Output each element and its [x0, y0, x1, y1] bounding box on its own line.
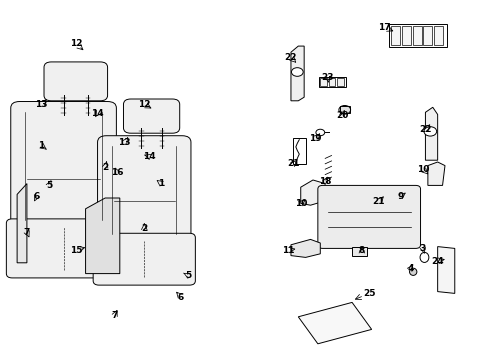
Polygon shape [290, 46, 304, 101]
Text: 12: 12 [69, 39, 82, 48]
Text: 6: 6 [34, 192, 40, 201]
Text: 17: 17 [377, 23, 389, 32]
Text: 22: 22 [284, 53, 297, 62]
Text: 7: 7 [111, 310, 118, 320]
FancyBboxPatch shape [11, 102, 116, 230]
Bar [412, 26, 421, 45]
Text: 6: 6 [178, 292, 183, 302]
FancyBboxPatch shape [317, 185, 420, 248]
Text: 1: 1 [158, 179, 164, 188]
Text: 13: 13 [118, 138, 131, 147]
Text: 22: 22 [418, 125, 431, 134]
Text: 5: 5 [46, 181, 52, 190]
Bar [433, 26, 442, 45]
Text: 12: 12 [138, 100, 150, 109]
Text: 2: 2 [102, 163, 108, 172]
Bar [318, 77, 345, 87]
Bar [336, 78, 343, 86]
Bar [390, 26, 399, 45]
Ellipse shape [408, 268, 416, 275]
Polygon shape [85, 198, 120, 274]
Bar [320, 78, 326, 86]
Text: 4: 4 [407, 264, 413, 273]
Text: 11: 11 [282, 246, 294, 255]
Text: 19: 19 [308, 134, 321, 143]
Text: 25: 25 [362, 289, 375, 298]
Text: 10: 10 [416, 165, 428, 174]
Text: 7: 7 [23, 228, 30, 237]
Polygon shape [427, 162, 444, 185]
Text: 18: 18 [318, 177, 331, 186]
Text: 21: 21 [372, 197, 385, 206]
Polygon shape [298, 302, 371, 344]
Bar [328, 78, 335, 86]
Bar [293, 138, 305, 164]
FancyBboxPatch shape [97, 136, 190, 244]
Text: 3: 3 [419, 244, 425, 253]
Circle shape [338, 105, 350, 114]
Polygon shape [437, 247, 454, 293]
Text: 14: 14 [142, 152, 155, 161]
Text: 23: 23 [321, 73, 333, 82]
Text: 20: 20 [335, 111, 348, 120]
Ellipse shape [419, 252, 428, 262]
FancyBboxPatch shape [93, 233, 195, 285]
Text: 14: 14 [91, 109, 104, 118]
Text: 5: 5 [185, 271, 191, 280]
Text: 10: 10 [294, 199, 306, 208]
Polygon shape [290, 239, 320, 257]
Bar [423, 26, 431, 45]
Text: 15: 15 [69, 246, 82, 255]
Text: 21: 21 [286, 159, 299, 168]
Bar [401, 26, 410, 45]
Text: 8: 8 [358, 246, 364, 255]
Circle shape [291, 68, 303, 76]
Circle shape [423, 127, 436, 136]
Text: 24: 24 [430, 256, 443, 266]
Bar [388, 24, 447, 47]
Text: 9: 9 [397, 192, 404, 201]
Polygon shape [300, 180, 325, 205]
FancyBboxPatch shape [123, 99, 180, 133]
FancyBboxPatch shape [6, 219, 121, 278]
Text: 16: 16 [111, 168, 123, 177]
Text: 13: 13 [35, 100, 48, 109]
Circle shape [315, 129, 324, 136]
Text: 1: 1 [39, 141, 44, 150]
Bar [339, 106, 349, 113]
Polygon shape [425, 107, 437, 160]
Polygon shape [17, 184, 27, 263]
FancyBboxPatch shape [44, 62, 107, 101]
Polygon shape [359, 187, 407, 216]
Text: 2: 2 [141, 224, 147, 233]
Bar [351, 247, 366, 256]
